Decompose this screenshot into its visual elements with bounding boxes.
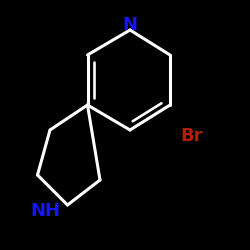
Text: NH: NH [30, 202, 60, 220]
Text: N: N [122, 16, 138, 34]
Text: Br: Br [180, 127, 203, 145]
